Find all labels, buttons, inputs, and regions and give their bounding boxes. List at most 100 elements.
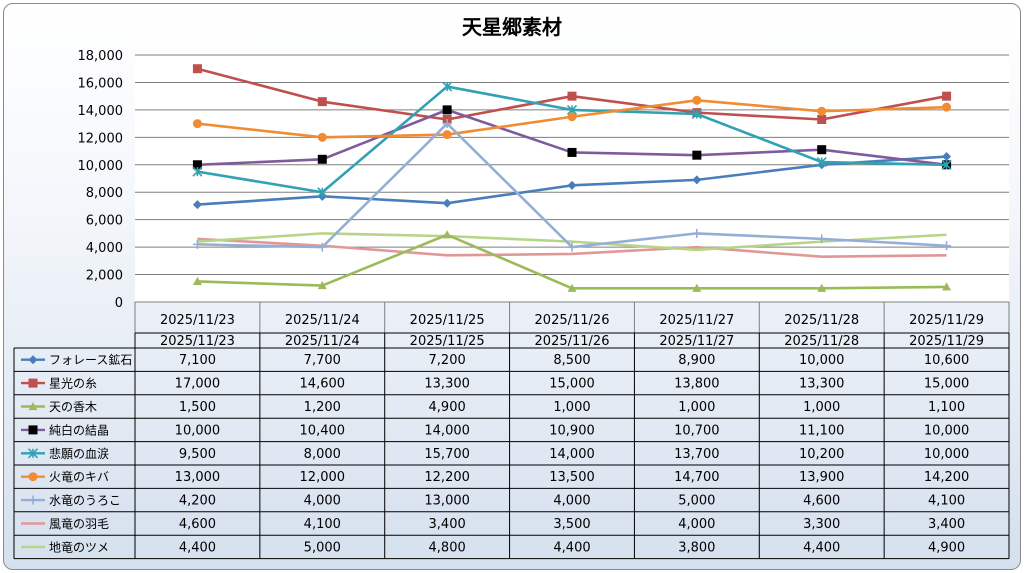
table-cell-value: 10,000	[924, 423, 970, 438]
data-point	[567, 242, 577, 252]
data-point	[28, 425, 38, 435]
table-header-cell: 2025/11/27	[659, 334, 734, 349]
data-point	[317, 132, 327, 142]
table-cell-value: 10,000	[799, 353, 845, 368]
x-tick-label: 2025/11/26	[535, 313, 610, 328]
data-point	[942, 102, 952, 112]
table-cell-value: 15,000	[549, 377, 595, 392]
legend-label: 火竜のキバ	[49, 470, 109, 484]
data-point	[817, 145, 827, 155]
table-cell-value: 13,900	[799, 470, 845, 485]
table-cell-value: 13,000	[175, 470, 221, 485]
table-header-cell: 2025/11/26	[535, 334, 610, 349]
chart-title: 天星郷素材	[462, 15, 562, 39]
x-tick-label: 2025/11/27	[659, 313, 734, 328]
y-tick-label: 0	[115, 296, 123, 311]
table-cell-value: 10,200	[799, 447, 845, 462]
data-point	[28, 495, 38, 505]
table-cell-value: 7,700	[304, 353, 341, 368]
x-tick-label: 2025/11/23	[160, 313, 235, 328]
y-tick-label: 10,000	[78, 159, 124, 174]
table-cell-value: 4,000	[678, 517, 715, 532]
data-point	[28, 378, 38, 388]
table-cell-value: 11,100	[799, 423, 845, 438]
table-cell-value: 4,000	[304, 494, 341, 509]
data-point	[317, 97, 327, 107]
table-cell-value: 4,200	[179, 494, 216, 509]
data-point	[28, 402, 38, 411]
y-tick-label: 12,000	[78, 131, 124, 146]
data-point	[691, 108, 702, 120]
data-point	[317, 154, 327, 164]
data-point	[192, 239, 202, 249]
data-point	[442, 230, 452, 239]
y-tick-label: 18,000	[78, 49, 124, 64]
data-point	[692, 283, 702, 292]
x-tick-label: 2025/11/24	[285, 313, 360, 328]
table-header-cell: 2025/11/28	[784, 334, 859, 349]
data-point	[567, 283, 577, 292]
table-cell-value: 1,200	[304, 400, 341, 415]
legend-label: 純白の結晶	[49, 422, 109, 437]
axes: 0 2,000 4,000 6,000 8,000 10,000 12,000 14,000 1…	[78, 49, 1010, 333]
table-cell-value: 13,500	[549, 470, 595, 485]
table-cell-value: 4,600	[803, 494, 840, 509]
legend-label: 風竜の羽毛	[49, 517, 109, 531]
table-cell-value: 10,900	[549, 423, 595, 438]
table-cell-value: 1,000	[553, 400, 590, 415]
table-cell-value: 15,000	[924, 377, 970, 392]
data-point	[942, 282, 952, 291]
data-point	[442, 119, 452, 129]
data-point	[442, 105, 452, 115]
series-5	[192, 81, 952, 198]
table-cell-value: 4,400	[179, 540, 216, 555]
table-cell-value: 1,100	[928, 400, 965, 415]
table-cell-value: 4,000	[553, 494, 590, 509]
data-point	[192, 200, 202, 210]
table-header-cell: 2025/11/24	[285, 334, 360, 349]
data-point	[817, 234, 827, 244]
data-point	[941, 159, 952, 170]
data-point	[192, 160, 202, 170]
data-point	[27, 448, 39, 459]
table-cell-value: 14,200	[924, 470, 970, 485]
data-table: 2025/11/23 2025/11/24 2025/11/25 2025/11/26…	[13, 332, 1010, 560]
chart-frame: 天星郷素材 0 2,000 4,000 6,000 8,000 10,000 12,000 1…	[3, 3, 1021, 570]
legend-label: 水竜のうろこ	[49, 494, 121, 508]
table-cell-value: 4,900	[928, 540, 965, 555]
data-point	[692, 150, 702, 160]
series-3	[192, 230, 952, 292]
table-cell-value: 12,000	[300, 470, 346, 485]
table-cell-value: 5,000	[678, 494, 715, 509]
series-lines	[192, 64, 952, 292]
y-tick-label: 8,000	[86, 186, 123, 201]
y-tick-label: 4,000	[86, 241, 123, 256]
table-cell-value: 10,400	[300, 423, 346, 438]
table-cell-value: 4,400	[803, 540, 840, 555]
table-cell-value: 13,000	[424, 494, 470, 509]
data-point	[28, 355, 38, 365]
table-header-cell: 2025/11/25	[410, 334, 485, 349]
table-cell-value: 14,700	[674, 470, 720, 485]
data-point	[567, 147, 577, 157]
data-point	[317, 242, 327, 252]
table-cell-value: 3,400	[429, 517, 466, 532]
data-point	[192, 166, 203, 177]
table-cell-value: 7,200	[429, 353, 466, 368]
y-tick-label: 16,000	[78, 76, 124, 91]
data-point	[817, 283, 827, 292]
table-cell-value: 1,500	[179, 400, 216, 415]
table-cell-value: 17,000	[175, 377, 221, 392]
table-cell-value: 4,100	[304, 517, 341, 532]
table-header-cell: 2025/11/29	[909, 334, 984, 349]
table-cell-value: 10,000	[924, 447, 970, 462]
table-cell-value: 14,000	[424, 423, 470, 438]
series-6	[192, 95, 952, 142]
legend-label: 天の香木	[49, 400, 97, 414]
data-point	[442, 130, 452, 140]
table-cell-value: 5,000	[304, 540, 341, 555]
data-point	[942, 241, 952, 251]
table-cell-value: 10,600	[924, 353, 970, 368]
y-tick-label: 14,000	[78, 104, 124, 119]
table-cell-value: 15,700	[424, 447, 470, 462]
